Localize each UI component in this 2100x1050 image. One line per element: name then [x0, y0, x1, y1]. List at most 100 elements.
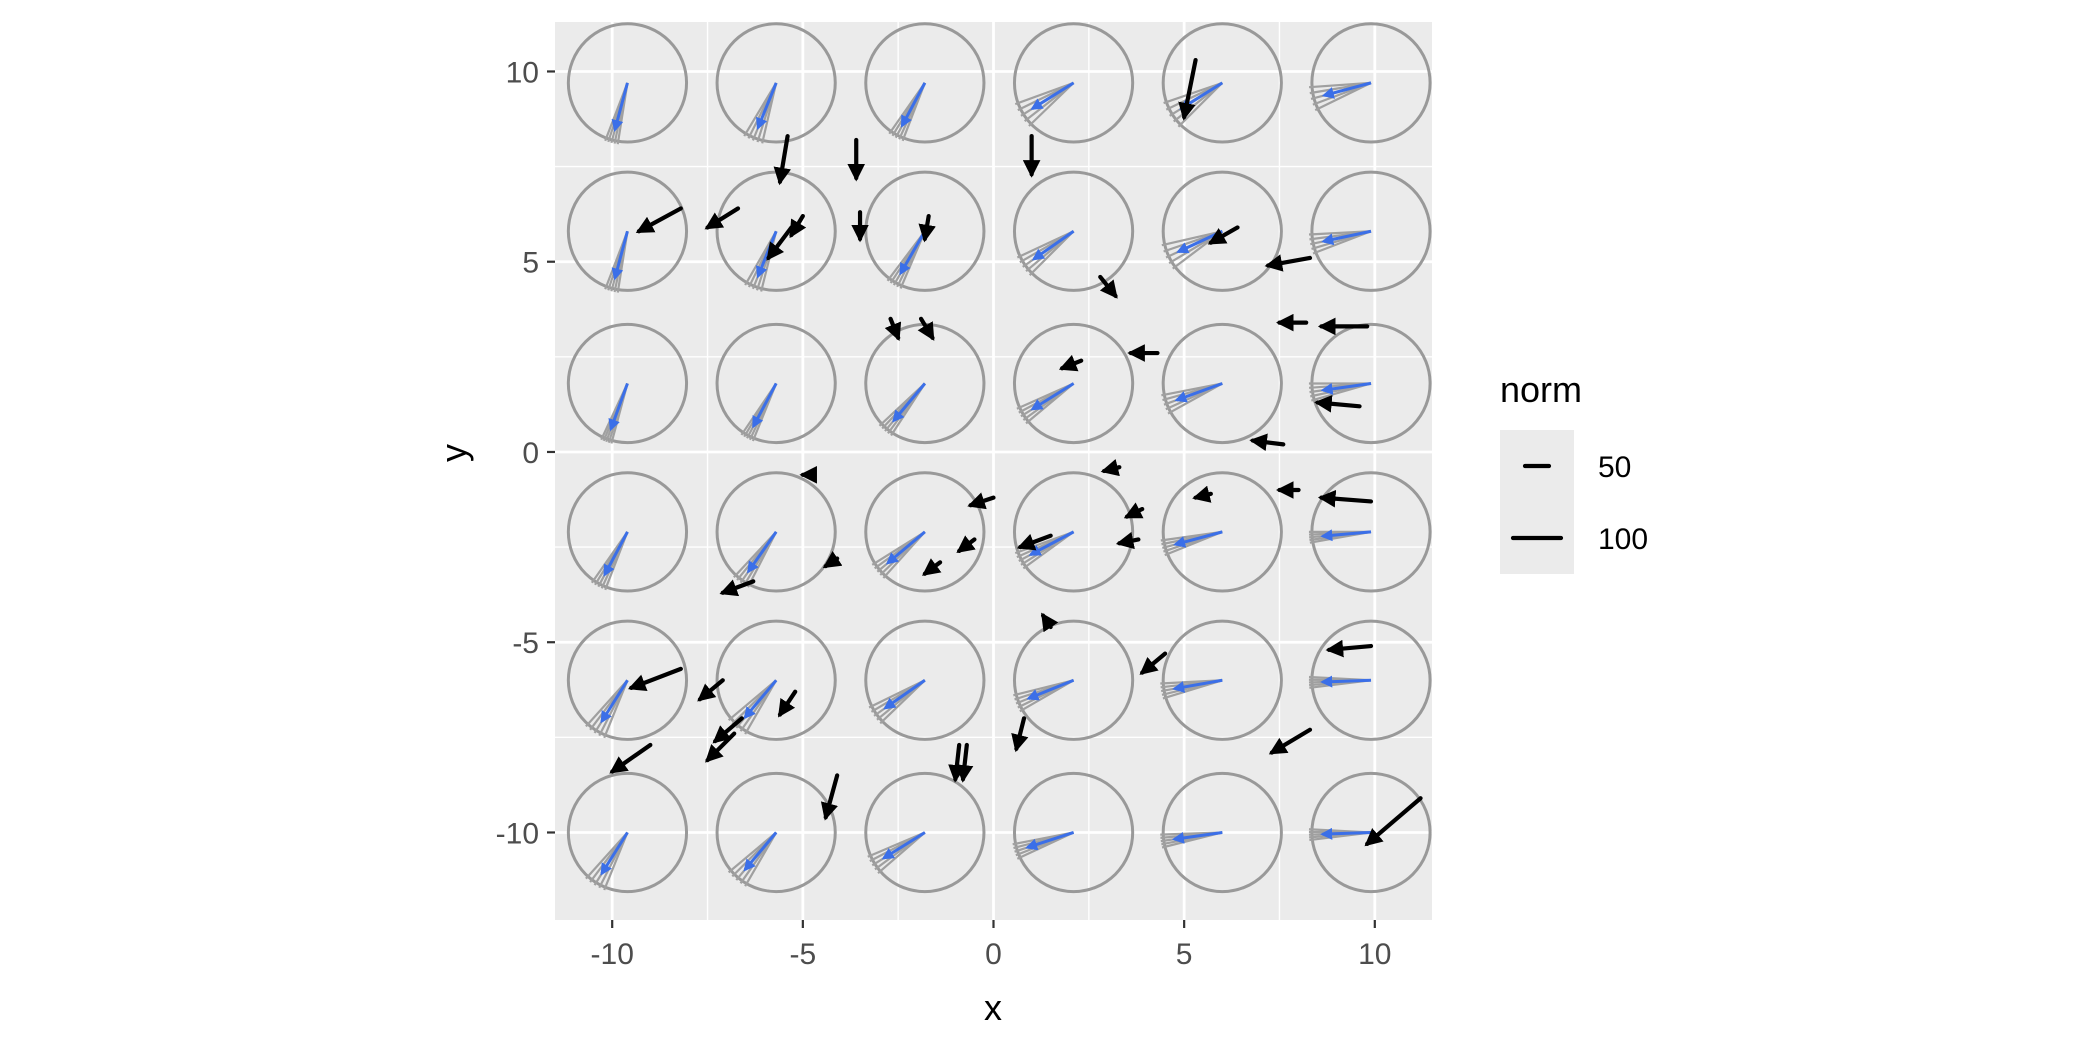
glyph	[715, 322, 837, 445]
x-tick-label: 5	[1176, 938, 1193, 971]
legend-title: norm	[1500, 369, 1582, 410]
glyph	[715, 771, 837, 894]
x-axis: -10 -5 0 5 10	[591, 920, 1391, 971]
glyph	[1308, 170, 1432, 292]
glyph-circle	[1012, 170, 1135, 292]
glyph-mean-arrow	[611, 230, 629, 281]
field-arrow	[704, 206, 741, 230]
field-arrow	[1016, 533, 1053, 551]
legend-label: 100	[1598, 523, 1648, 556]
field-arrow	[773, 134, 791, 186]
glyph	[566, 471, 689, 593]
glyph	[864, 22, 986, 144]
field-arrows	[609, 57, 1423, 847]
field-arrow	[789, 213, 807, 239]
x-tick-label: -5	[790, 938, 817, 971]
field-arrow	[777, 689, 798, 718]
glyph-circle	[566, 170, 689, 292]
field-arrow	[1325, 639, 1374, 658]
circle-glyphs	[566, 22, 1432, 894]
glyph	[864, 771, 986, 894]
glyph-mean-arrow	[611, 82, 629, 133]
glyph-fan-ray	[744, 831, 778, 887]
field-arrow	[922, 558, 943, 576]
field-arrow	[1207, 225, 1240, 245]
field-arrow	[917, 316, 935, 341]
glyph-circle	[1161, 471, 1283, 593]
field-arrow	[1317, 489, 1374, 508]
y-tick-label: -10	[496, 817, 539, 850]
glyph-mean-arrow	[1173, 530, 1223, 548]
glyph-mean-arrow	[1171, 830, 1223, 844]
glyph-circle	[864, 771, 986, 894]
glyph-mean-arrow	[1320, 827, 1372, 840]
glyph-mean-arrow	[600, 831, 629, 876]
glyph-fan-ray	[1028, 82, 1075, 127]
glyph	[1308, 771, 1432, 894]
glyph-fan-ray	[744, 679, 778, 735]
glyph-mean-arrow	[892, 382, 927, 423]
field-arrow	[627, 666, 683, 692]
glyph-circle	[566, 322, 689, 445]
glyph-mean-arrow	[1026, 678, 1075, 701]
glyph-circle	[715, 619, 837, 741]
field-arrow	[1011, 716, 1029, 753]
glyph-circle	[1161, 619, 1283, 741]
y-axis: -10 -5 0 5 10	[496, 56, 555, 850]
field-arrow	[766, 225, 794, 261]
glyph-circle	[1012, 771, 1135, 894]
glyph-fan-ray	[1167, 382, 1223, 415]
glyph	[566, 22, 689, 145]
glyph-circle	[566, 22, 689, 144]
glyph	[1161, 322, 1283, 445]
glyph-mean-arrow	[1028, 530, 1075, 556]
glyph-circle	[566, 619, 689, 741]
glyph-circle	[1161, 170, 1283, 292]
glyph-circle	[715, 771, 837, 894]
glyph-circle	[1310, 22, 1432, 144]
glyph-circle	[1161, 771, 1283, 894]
x-tick-label: 0	[985, 938, 1002, 971]
field-arrow	[719, 579, 756, 597]
glyph-mean-arrow	[885, 530, 926, 565]
glyph-fan-ray	[1314, 81, 1372, 112]
glyph-circle	[1012, 322, 1135, 445]
glyph	[715, 22, 837, 144]
glyph-fan-ray	[603, 679, 629, 739]
glyph-mean-arrow	[756, 82, 778, 131]
x-tick-label: 10	[1358, 938, 1391, 971]
glyph-fan-ray	[603, 832, 629, 891]
glyph	[1012, 22, 1135, 144]
glyph	[566, 619, 689, 741]
glyph	[1012, 322, 1135, 445]
glyph-circle	[864, 22, 986, 144]
glyph	[1012, 471, 1135, 593]
glyph	[1012, 771, 1135, 894]
field-arrow	[884, 316, 902, 342]
glyph-mean-arrow	[600, 679, 629, 724]
glyph-circle	[715, 322, 837, 445]
field-arrow	[967, 492, 996, 510]
glyph-mean-arrow	[1030, 81, 1075, 110]
glyph-mean-arrow	[1172, 678, 1223, 693]
glyph	[864, 619, 986, 741]
glyph-mean-arrow	[1174, 382, 1223, 403]
glyph	[1012, 619, 1135, 741]
field-arrow	[820, 773, 840, 821]
glyph-circle	[864, 619, 986, 741]
field-arrow	[697, 678, 725, 702]
field-arrow	[1123, 502, 1145, 519]
glyph-mean-arrow	[603, 531, 629, 577]
glyph	[864, 471, 986, 593]
glyph-circle	[715, 22, 837, 144]
glyph	[1309, 22, 1432, 144]
glyph-circle	[1012, 619, 1135, 741]
glyph	[1012, 170, 1135, 292]
y-axis-title: y	[433, 444, 474, 462]
glyph-fan-ray	[879, 679, 926, 725]
field-arrow	[1192, 485, 1213, 503]
field-arrow	[956, 535, 977, 554]
glyph	[1308, 619, 1432, 741]
glyph	[566, 170, 689, 293]
y-tick-label: 0	[522, 437, 539, 470]
